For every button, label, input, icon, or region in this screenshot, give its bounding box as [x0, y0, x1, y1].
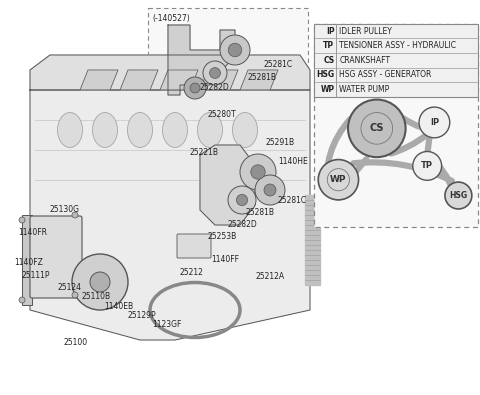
Text: 25110B: 25110B [82, 292, 111, 301]
Polygon shape [80, 70, 118, 90]
Text: 1140EB: 1140EB [104, 302, 133, 311]
Text: 25111P: 25111P [22, 271, 50, 280]
Circle shape [236, 194, 248, 206]
Text: 1140FR: 1140FR [18, 228, 47, 237]
Circle shape [210, 68, 220, 78]
Text: 1123GF: 1123GF [152, 320, 181, 329]
Text: IP: IP [430, 118, 439, 127]
Text: 1140FZ: 1140FZ [14, 258, 43, 267]
Polygon shape [240, 70, 278, 90]
Circle shape [348, 100, 406, 157]
Text: 25280T: 25280T [208, 110, 236, 119]
Text: TP: TP [421, 162, 433, 170]
Polygon shape [120, 70, 158, 90]
Circle shape [228, 43, 242, 57]
Circle shape [19, 217, 25, 223]
Circle shape [72, 212, 78, 218]
Circle shape [220, 35, 250, 65]
Polygon shape [160, 70, 198, 90]
Text: 25281C: 25281C [264, 60, 293, 69]
FancyBboxPatch shape [148, 8, 308, 113]
Text: CRANKSHAFT: CRANKSHAFT [339, 56, 390, 65]
Text: 25212: 25212 [180, 268, 204, 277]
Circle shape [327, 169, 349, 191]
Circle shape [190, 83, 200, 93]
Text: 1140HE: 1140HE [278, 157, 308, 166]
Polygon shape [30, 55, 310, 90]
Circle shape [264, 184, 276, 196]
Text: 25100: 25100 [64, 338, 88, 347]
Polygon shape [168, 25, 235, 95]
Circle shape [318, 160, 359, 200]
Circle shape [240, 154, 276, 190]
Text: 25281B: 25281B [248, 73, 277, 82]
FancyBboxPatch shape [177, 234, 211, 258]
Polygon shape [200, 145, 255, 225]
Text: 25221B: 25221B [190, 148, 219, 157]
Text: 25282D: 25282D [228, 220, 258, 229]
Text: 25281C: 25281C [277, 196, 306, 205]
Ellipse shape [93, 113, 118, 147]
Circle shape [251, 165, 265, 179]
Ellipse shape [232, 113, 257, 147]
Text: HSG: HSG [449, 191, 468, 200]
FancyBboxPatch shape [314, 24, 478, 227]
Text: 25129P: 25129P [128, 311, 156, 320]
Text: 25130G: 25130G [50, 205, 80, 214]
Circle shape [184, 77, 206, 99]
Text: WATER PUMP: WATER PUMP [339, 85, 390, 94]
Text: HSG ASSY - GENERATOR: HSG ASSY - GENERATOR [339, 70, 432, 79]
Ellipse shape [128, 113, 153, 147]
Text: CS: CS [323, 56, 335, 65]
Text: 25124: 25124 [57, 283, 81, 292]
Circle shape [72, 254, 128, 310]
Text: 25253B: 25253B [207, 232, 236, 241]
Text: (-140527): (-140527) [152, 14, 190, 23]
Text: WP: WP [320, 85, 335, 94]
Ellipse shape [58, 113, 83, 147]
Text: 1140FF: 1140FF [211, 255, 239, 264]
Polygon shape [200, 70, 238, 90]
Polygon shape [30, 90, 310, 340]
Text: HSG: HSG [316, 70, 335, 79]
Text: 25291B: 25291B [265, 138, 294, 147]
FancyBboxPatch shape [22, 215, 32, 305]
Text: 25212A: 25212A [255, 272, 284, 281]
FancyBboxPatch shape [314, 24, 478, 97]
Circle shape [445, 182, 472, 209]
Text: TENSIONER ASSY - HYDRAULIC: TENSIONER ASSY - HYDRAULIC [339, 41, 456, 50]
Circle shape [19, 297, 25, 303]
Ellipse shape [197, 113, 223, 147]
Text: 25282D: 25282D [200, 83, 230, 92]
Text: IP: IP [326, 26, 335, 36]
Text: TP: TP [323, 41, 335, 50]
Ellipse shape [163, 113, 188, 147]
Circle shape [72, 292, 78, 298]
Text: 25281B: 25281B [246, 208, 275, 217]
Text: IDLER PULLEY: IDLER PULLEY [339, 26, 392, 36]
FancyBboxPatch shape [30, 216, 82, 298]
Circle shape [255, 175, 285, 205]
Circle shape [413, 152, 442, 180]
Text: CS: CS [370, 123, 384, 134]
Circle shape [419, 107, 450, 138]
Circle shape [361, 113, 393, 144]
Circle shape [90, 272, 110, 292]
Circle shape [203, 61, 227, 85]
Circle shape [228, 186, 256, 214]
Text: WP: WP [330, 175, 347, 184]
Polygon shape [305, 195, 320, 285]
